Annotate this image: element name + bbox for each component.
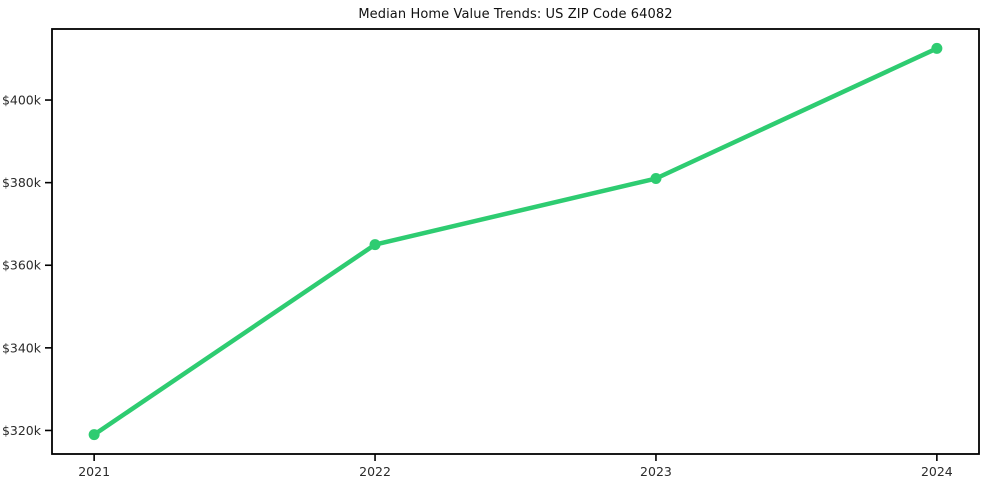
x-tick-label: 2023 xyxy=(640,464,672,479)
x-tick-label: 2022 xyxy=(359,464,391,479)
y-tick-label: $340k xyxy=(2,340,42,355)
y-tick-label: $360k xyxy=(2,258,42,273)
data-point-marker xyxy=(369,239,381,251)
data-point-marker xyxy=(650,173,662,185)
chart-title: Median Home Value Trends: US ZIP Code 64… xyxy=(358,7,673,22)
trend-line xyxy=(91,46,940,437)
data-point-marker xyxy=(88,429,100,441)
data-point-marker xyxy=(931,42,943,54)
y-tick-label: $400k xyxy=(2,93,42,108)
y-tick-label: $380k xyxy=(2,175,42,190)
y-tick-label: $320k xyxy=(2,423,42,438)
x-tick-label: 2021 xyxy=(78,464,110,479)
x-tick-label: 2024 xyxy=(921,464,953,479)
plot-frame xyxy=(51,28,980,455)
